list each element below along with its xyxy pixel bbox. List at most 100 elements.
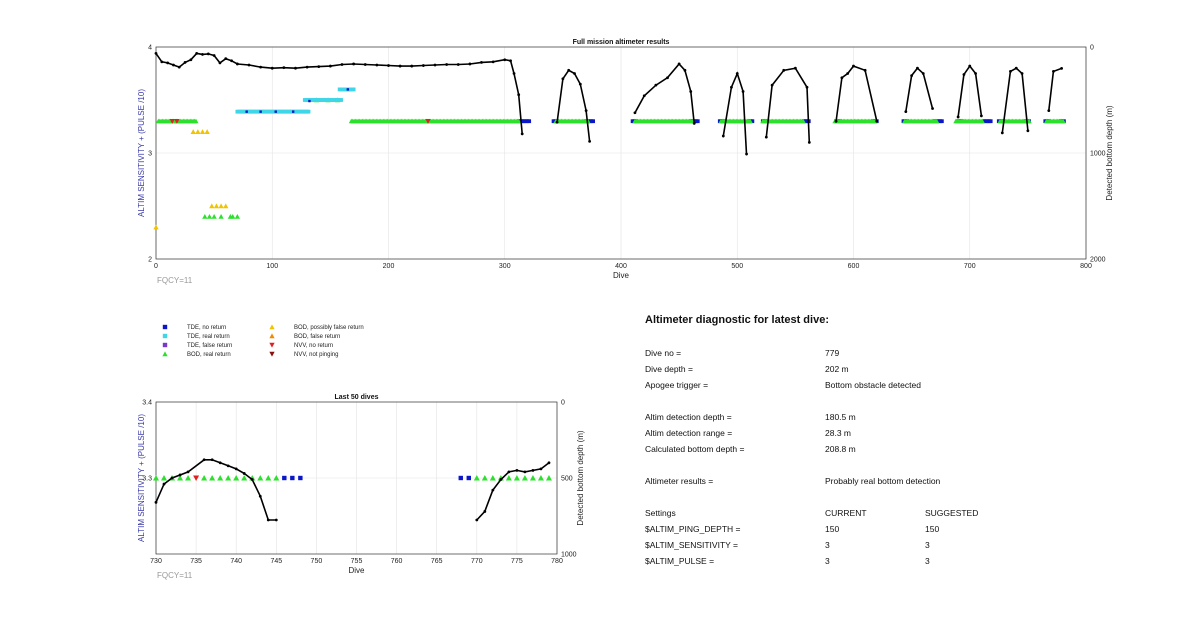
depth-point [916,66,919,70]
x-tick-label: 775 [511,558,523,565]
diag-label-dive-depth: Dive depth = [645,364,693,374]
depth-point [270,66,274,70]
depth-point [456,63,460,66]
bod-real-return-marker [161,475,168,481]
legend-label: NVV, no return [294,343,333,349]
x-tick-label: 780 [551,558,563,565]
setting-current-sensitivity: 3 [825,540,830,550]
x-tick-label: 770 [471,558,483,565]
bod-false-return-marker [199,129,206,134]
bod-real-return-marker [545,475,552,481]
depth-point [195,51,199,55]
x-tick-label: 0 [154,263,158,270]
depth-point [567,68,571,72]
depth-point [1000,131,1004,135]
depth-point [183,60,187,64]
depth-point [294,66,297,70]
depth-point [166,61,170,65]
x-tick-label: 750 [311,558,323,565]
x-tick-label: 200 [383,263,395,270]
setting-current-pulse: 3 [825,556,830,566]
depth-point [974,72,977,75]
depth-point [834,119,838,123]
depth-point [259,65,263,69]
legend-marker [162,342,168,348]
bod-real-return-marker [516,118,522,124]
depth-point [1020,72,1024,75]
legend-marker [269,342,275,348]
y-tick-label: 3.3 [142,476,152,483]
bod-real-return-marker [202,213,208,219]
bod-real-return-marker [257,475,264,481]
depth-point [555,120,559,124]
legend-marker [162,324,168,330]
depth-point [507,470,511,474]
depth-point [517,93,521,97]
y-tick-label: 2 [148,257,152,264]
bod-real-return-marker [1026,118,1032,124]
depth-point [573,72,576,75]
setting-suggested-ping-depth: 150 [925,524,940,534]
x-tick-label: 700 [964,263,976,270]
setting-suggested-pulse: 3 [925,556,930,566]
depth-point [468,62,472,66]
bod-real-return-marker [747,118,753,124]
depth-point [910,74,914,78]
legend-label: BOD, possibly false return [294,325,364,331]
diag-label-calculated-bottom-depth: Calculated bottom depth = [645,444,745,454]
nvv-no-return-marker [174,119,180,124]
diag-value-altimeter-results: Probably real bottom detection [825,476,941,486]
depth-point [266,518,270,522]
depth-point [210,458,214,462]
depth-point [633,111,637,115]
nvv-no-return-marker [193,475,200,481]
depth-point [352,62,356,66]
bod-possibly-false-marker [209,203,215,209]
bod-real-return-marker [153,475,159,481]
bod-possibly-false-marker [223,203,229,209]
depth-point [764,135,768,139]
y2-tick-label: 0 [561,400,565,407]
depth-point [578,82,582,86]
bod-possibly-false-marker [218,203,224,209]
depth-point [666,76,669,80]
depth-point [863,68,867,72]
depth-point [689,90,693,93]
x-tick-label: 600 [848,263,860,270]
diag-value-dive-no: 779 [825,348,840,358]
y-tick-label: 4 [148,45,152,52]
fqcy-note: FQCY=11 [157,276,193,285]
depth-point [509,59,512,63]
x-axis-title: Dive [348,566,365,575]
bod-real-return-marker [233,475,240,481]
tde-false-return-marker [346,88,350,91]
depth-point [840,76,844,80]
tde-no-return-marker [591,119,595,124]
depth-point [480,60,483,64]
depth-point [421,64,425,67]
bod-real-return-marker [489,475,496,481]
bod-real-return-marker [521,475,528,481]
diag-label-dive-no: Dive no = [645,348,682,358]
depth-point [1014,66,1018,70]
legend-label: TDE, no return [187,325,226,331]
legend-label: TDE, false return [187,343,232,349]
tde-real-return-marker [351,87,356,92]
y2-axis-title: Detected bottom depth (m) [576,430,585,525]
tde-no-return-marker [988,119,993,124]
depth-point [212,54,216,57]
setting-current-ping-depth: 150 [825,524,840,534]
x-axis-title: Dive [613,271,630,280]
bod-real-return-marker [234,213,241,219]
depth-line [765,67,811,143]
x-tick-label: 755 [351,558,363,565]
depth-point [875,119,879,123]
depth-point [247,63,251,67]
bod-real-return-marker [934,118,940,124]
depth-point [230,59,233,63]
depth-point [218,61,222,65]
depth-point [677,62,681,66]
depth-point [317,65,321,69]
depth-point [807,141,811,144]
depth-point [539,467,543,471]
